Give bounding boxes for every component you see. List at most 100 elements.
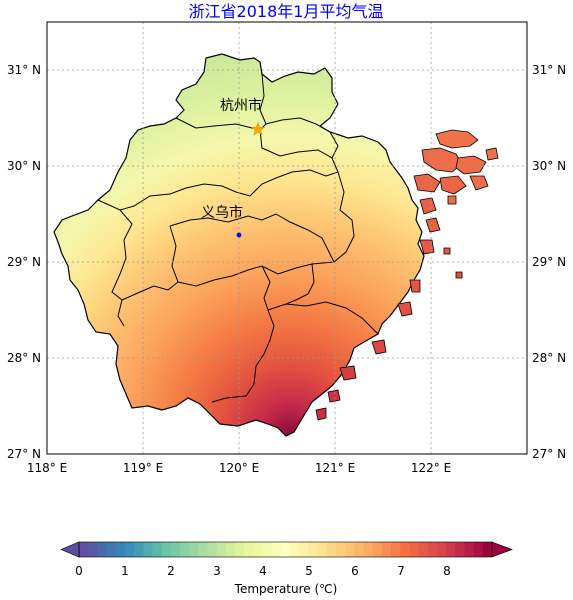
graticule <box>47 22 527 454</box>
lat-tick-label: 27° N <box>7 447 41 461</box>
colorbar-cell <box>446 542 456 557</box>
island <box>439 175 467 195</box>
colorbar-cell <box>317 542 328 557</box>
colorbar-cell <box>280 542 291 557</box>
colorbar-cell <box>391 542 401 557</box>
colorbar-cell <box>115 542 126 557</box>
lat-tick-label: 27° N <box>532 447 566 461</box>
lon-tick-label: 120° E <box>219 461 259 475</box>
colorbar-cell <box>409 542 419 557</box>
colorbar-cell <box>235 542 245 557</box>
island <box>469 175 489 191</box>
colorbar-tick-label: 2 <box>167 564 175 578</box>
colorbar-cell <box>170 542 181 557</box>
island <box>327 389 341 403</box>
colorbar-cell <box>372 542 383 557</box>
colorbar-tick-label: 3 <box>213 564 221 578</box>
coastal-islands <box>315 129 499 421</box>
boundary-ningbo-taizhou <box>333 171 355 263</box>
colorbar-extend-max-triangle <box>491 541 513 558</box>
colorbar-tick-label: 5 <box>305 564 313 578</box>
lat-tick-label: 31° N <box>7 63 41 77</box>
colorbar-cell <box>124 542 135 557</box>
lat-tick-label: 30° N <box>532 159 566 173</box>
colorbar-tick-label: 0 <box>75 564 83 578</box>
boundary-jiaxing-south <box>265 117 331 133</box>
map-frame <box>46 21 528 455</box>
hangzhou-city-label: 杭州市 <box>220 97 262 114</box>
colorbar-cell <box>97 542 107 557</box>
colorbar-cell <box>308 542 319 557</box>
colorbar-tick-label: 6 <box>351 564 359 578</box>
colorbar-label: Temperature (℃) <box>234 582 338 596</box>
colorbar-cell <box>455 542 465 557</box>
island <box>397 301 413 317</box>
lat-tick-labels-left: 27° N 28° N 29° N 30° N 31° N <box>7 63 41 461</box>
hangzhou-star-marker <box>250 121 266 136</box>
lat-tick-label: 28° N <box>7 351 41 365</box>
colorbar-cell <box>189 542 199 557</box>
boundary-lishui-internal <box>261 265 271 311</box>
lon-tick-label: 121° E <box>315 461 355 475</box>
lat-tick-label: 31° N <box>532 63 566 77</box>
lat-tick-labels-right: 27° N 28° N 29° N 30° N 31° N <box>532 63 566 461</box>
boundary-jinhua-internal <box>169 213 335 263</box>
island <box>443 247 451 255</box>
colorbar-cell <box>143 542 153 557</box>
colorbar-cell <box>179 542 190 557</box>
prefecture-boundaries <box>97 73 379 403</box>
colorbar-cell <box>88 542 98 557</box>
boundary-lishui-wenzhou <box>211 309 275 403</box>
island <box>409 279 421 293</box>
boundary-jinhua-lishui <box>117 285 155 327</box>
colorbar-cell <box>427 542 438 557</box>
colorbar-cell <box>473 542 484 557</box>
boundary-quzhou-jinhua <box>111 209 133 301</box>
boundary-lishui-north <box>177 261 335 287</box>
colorbar-cell <box>271 542 282 557</box>
colorbar-cell <box>363 542 374 557</box>
colorbar-cell <box>225 542 236 557</box>
colorbar: 0 1 2 3 4 5 6 7 8 Temperature (℃) <box>60 541 513 596</box>
lon-tick-label: 119° E <box>123 461 163 475</box>
island <box>419 239 435 255</box>
island <box>413 173 441 193</box>
island <box>419 197 437 215</box>
colorbar-tick-labels: 0 1 2 3 4 5 6 7 8 <box>75 564 451 578</box>
colorbar-cell <box>335 542 346 557</box>
colorbar-cell <box>152 542 162 557</box>
boundary-jinhua-west <box>153 225 179 291</box>
map-title: 浙江省2018年1月平均气温 <box>189 2 384 21</box>
island <box>315 407 327 421</box>
boundary-taizhou-lishui <box>285 263 315 305</box>
colorbar-cell <box>134 542 144 557</box>
map-plot-area: 杭州市 义乌市 118° E 119° E 120° E 121° E 122°… <box>7 21 566 475</box>
boundary-huzhou-jiaxing <box>259 73 267 131</box>
lat-tick-label: 29° N <box>7 255 41 269</box>
colorbar-cell <box>161 542 172 557</box>
colorbar-cell <box>299 542 309 557</box>
island <box>425 217 441 233</box>
colorbar-cell <box>436 542 447 557</box>
colorbar-cell <box>216 542 227 557</box>
colorbar-tick-label: 4 <box>259 564 267 578</box>
island <box>455 271 463 279</box>
colorbar-cells <box>79 542 493 557</box>
lat-tick-label: 29° N <box>532 255 566 269</box>
colorbar-cell <box>354 542 364 557</box>
island <box>339 365 357 381</box>
colorbar-cell <box>326 542 337 557</box>
colorbar-tick-label: 1 <box>121 564 129 578</box>
colorbar-outline <box>78 541 493 558</box>
colorbar-cell <box>106 542 117 557</box>
colorbar-cell <box>79 542 89 557</box>
colorbar-cell <box>244 542 254 557</box>
colorbar-cell <box>482 542 493 557</box>
colorbar-cell <box>253 542 263 557</box>
colorbar-cell <box>381 542 392 557</box>
colorbar-cell <box>198 542 208 557</box>
island <box>435 129 479 149</box>
colorbar-cell <box>207 542 218 557</box>
yiwu-city-label: 义乌市 <box>201 204 243 221</box>
